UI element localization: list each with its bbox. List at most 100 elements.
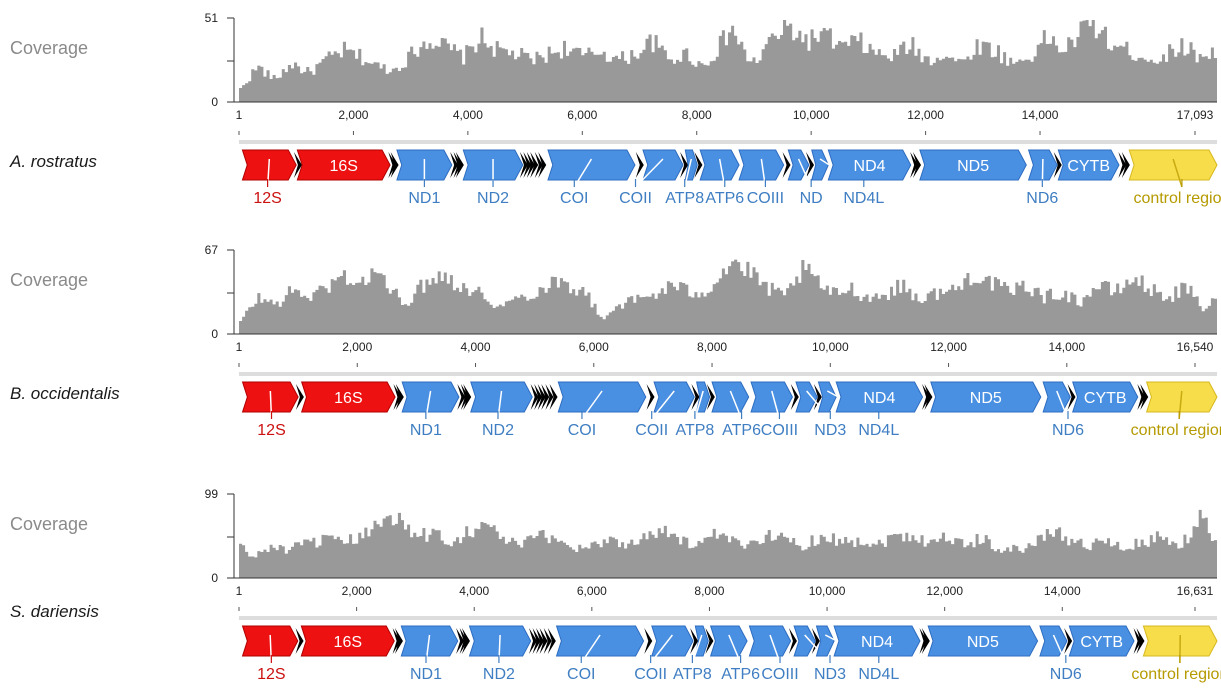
x-tick-label: 1 — [236, 340, 243, 354]
gene-label-nd: ND — [800, 190, 823, 207]
x-tick-label: 1 — [236, 584, 243, 598]
sequence-bar — [239, 616, 1217, 620]
gene-nd1 — [402, 382, 459, 412]
gene-label-16s: 16S — [334, 634, 362, 651]
gene-label-control-region: control region — [1131, 666, 1221, 683]
trna-mark — [924, 384, 932, 410]
gene-nd6 — [1040, 626, 1067, 656]
x-tick-label: 8,000 — [697, 340, 727, 354]
gene-coi — [558, 382, 646, 412]
gene-label-nd1: ND1 — [408, 190, 440, 207]
gene-nd1 — [401, 626, 457, 656]
x-tick-label: 2,000 — [342, 584, 372, 598]
x-tick-label: 8,000 — [694, 584, 724, 598]
gene-label-coii: COII — [635, 422, 668, 439]
gene-label-cytb: CYTB — [1067, 158, 1110, 175]
x-tick-label: 2,000 — [338, 108, 368, 122]
x-tick-label: 1 — [236, 108, 243, 122]
x-tick-label: 16,631 — [1177, 584, 1214, 598]
gene-nd4l — [812, 150, 829, 180]
gene-label-16s: 16S — [334, 390, 362, 407]
gene-atp6 — [711, 626, 747, 656]
gene-label-atp6: ATP6 — [705, 190, 744, 207]
sequence-bar — [239, 140, 1217, 144]
gene-label-nd6: ND6 — [1052, 422, 1084, 439]
gene-label-control-region: control region — [1133, 190, 1221, 207]
trna-mark — [910, 152, 918, 178]
gene-label-nd4: ND4 — [861, 634, 893, 651]
x-tick-label: 6,000 — [579, 340, 609, 354]
gene-label-12s: 12S — [253, 190, 281, 207]
trna-mark — [396, 384, 404, 410]
gene-label-nd3: ND3 — [814, 422, 846, 439]
x-tick-label: 10,000 — [793, 108, 830, 122]
gene-label-12s: 12S — [257, 422, 285, 439]
trna-mark — [391, 152, 399, 178]
x-tick-label: 12,000 — [930, 340, 967, 354]
trna-mark — [636, 152, 644, 178]
gene-label-cytb: CYTB — [1080, 634, 1123, 651]
gene-label-nd4: ND4 — [863, 390, 895, 407]
x-tick-label: 6,000 — [567, 108, 597, 122]
gene-label-16s: 16S — [329, 158, 357, 175]
x-tick-label: 14,000 — [1044, 584, 1081, 598]
x-tick-label: 4,000 — [453, 108, 483, 122]
gene-coiii — [751, 382, 792, 412]
gene-label-nd2: ND2 — [483, 666, 515, 683]
gene-coii — [643, 150, 683, 180]
gene-label-coi: COI — [567, 666, 595, 683]
gene-nd6 — [1043, 382, 1070, 412]
trna-mark — [1118, 152, 1126, 178]
gene-label-atp8: ATP8 — [665, 190, 704, 207]
x-tick-label: 6,000 — [577, 584, 607, 598]
gene-coiii — [749, 626, 790, 656]
gene-coi — [557, 626, 644, 656]
gene-label-nd4: ND4 — [854, 158, 886, 175]
x-tick-label: 4,000 — [459, 584, 489, 598]
gene-nd3 — [794, 626, 815, 656]
trna-mark — [1137, 384, 1145, 410]
gene-label-nd4l: ND4L — [858, 422, 899, 439]
gene-label-coiii: COIII — [761, 666, 798, 683]
gene-coiii — [739, 150, 784, 180]
gene-label-coii: COII — [619, 190, 652, 207]
coverage-area — [239, 20, 1217, 102]
y-tick-label-max: 51 — [205, 11, 219, 25]
gene-label-nd6: ND6 — [1050, 666, 1082, 683]
gene-control-region — [1129, 150, 1217, 180]
gene-label-12s: 12S — [257, 666, 285, 683]
gene-label-nd1: ND1 — [410, 422, 442, 439]
gene-label-nd4l: ND4L — [843, 190, 884, 207]
x-tick-label: 12,000 — [926, 584, 963, 598]
gene-label-coii: COII — [634, 666, 667, 683]
x-tick-label: 8,000 — [682, 108, 712, 122]
gene-label-nd2: ND2 — [482, 422, 514, 439]
x-tick-label: 12,000 — [907, 108, 944, 122]
y-tick-label-min: 0 — [211, 571, 218, 585]
gene-label-coi: COI — [560, 190, 588, 207]
x-tick-label: 16,540 — [1177, 340, 1214, 354]
coverage-area — [239, 260, 1217, 334]
gene-coi — [548, 150, 635, 180]
gene-label-atp6: ATP6 — [721, 666, 760, 683]
gene-label-cytb: CYTB — [1084, 390, 1127, 407]
gene-label-atp8: ATP8 — [673, 666, 712, 683]
gene-nd2 — [471, 382, 532, 412]
y-tick-label-min: 0 — [211, 95, 218, 109]
gene-coii — [652, 626, 693, 656]
x-tick-label: 14,000 — [1022, 108, 1059, 122]
coverage-area — [239, 510, 1217, 578]
gene-label-control-region: control region — [1131, 422, 1221, 439]
x-tick-label: 10,000 — [812, 340, 849, 354]
y-tick-label-max: 67 — [205, 243, 219, 257]
gene-label-nd3: ND3 — [814, 666, 846, 683]
trna-mark — [922, 628, 930, 654]
x-tick-label: 14,000 — [1048, 340, 1085, 354]
gene-label-nd2: ND2 — [477, 190, 509, 207]
